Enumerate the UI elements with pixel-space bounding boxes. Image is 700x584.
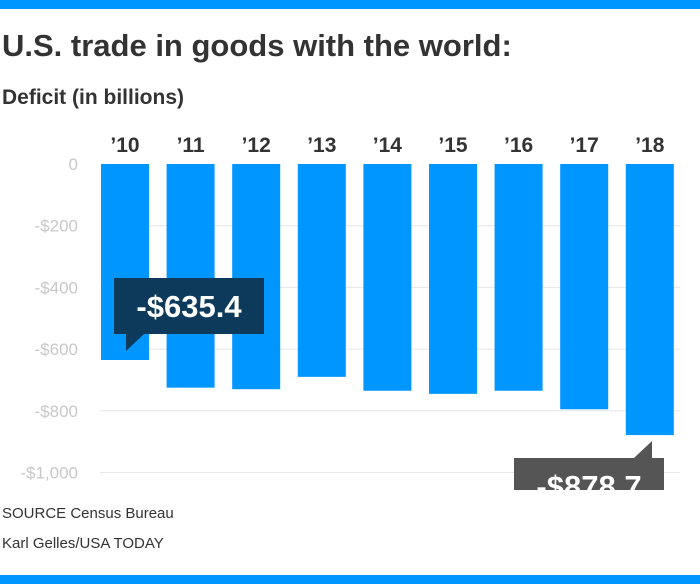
bar [560,164,609,410]
y-axis-ticks: 0 -$200 -$400 -$600 -$800 -$1,000 [20,155,78,483]
chart-title: U.S. trade in goods with the world: [2,28,512,63]
x-tick-label: ’18 [635,134,665,157]
credit-note: Karl Gelles/USA TODAY [2,535,164,552]
callout-box [114,278,264,334]
bars [101,164,674,436]
bar-chart: 0-$200-$400-$600-$800-$1,000 ’10’11’12’1… [20,134,680,490]
bar [625,164,674,436]
callouts: -$635.4 -$878.7 [114,278,664,490]
y-tick-label: -$600 [35,340,78,359]
source-note: SOURCE Census Bureau [2,505,174,522]
bottom-stripe [0,575,700,584]
bar [232,164,281,390]
x-tick-label: ’16 [504,134,533,157]
x-tick-label: ’12 [242,134,271,157]
x-tick-label: ’13 [307,134,336,157]
x-tick-label: ’14 [373,134,403,157]
data-label: -$635.4 [136,289,242,324]
bar [363,164,412,391]
data-label: -$878.7 [536,469,641,490]
callout-pointer [634,441,652,458]
bar [166,164,215,388]
callout-box [514,458,664,490]
chart-subtitle: Deficit (in billions) [2,86,184,109]
bar [297,164,346,377]
callout-pointer [126,334,144,351]
x-tick-label: ’15 [438,134,468,157]
y-tick-label: 0 [69,155,78,174]
bar [429,164,477,394]
y-tick-label: -$400 [35,278,78,297]
x-tick-label: ’10 [110,134,139,157]
top-stripe [0,0,700,9]
y-tick-label: -$800 [35,402,78,421]
bar [494,164,543,391]
y-tick-label: -$200 [35,217,78,236]
y-tick-label: -$1,000 [20,464,78,483]
x-tick-label: ’11 [177,134,205,157]
x-axis-ticks: ’10 ’11 ’12 ’13 ’14 ’15 ’16 ’17 ’18 [110,134,664,157]
x-tick-label: ’17 [570,134,599,157]
